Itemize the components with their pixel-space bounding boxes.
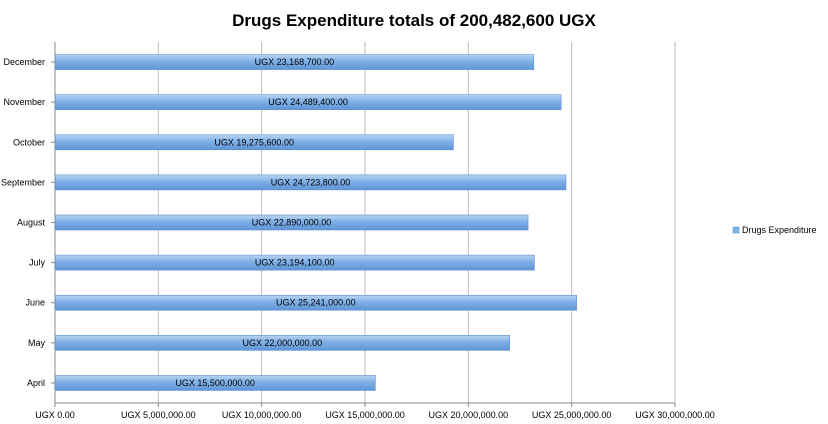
y-tick-label: December <box>3 57 45 67</box>
bar-data-label: UGX 22,890,000.00 <box>252 218 332 228</box>
x-tick-label: UGX 10,000,000.00 <box>222 410 302 420</box>
data-labels: UGX 15,500,000.00 UGX 22,000,000.00 UGX 25… <box>175 57 355 388</box>
x-tick-label: UGX 20,000,000.00 <box>429 410 509 420</box>
chart-title: Drugs Expenditure totals of 200,482,600 … <box>232 11 596 30</box>
bar-data-label: UGX 24,489,400.00 <box>268 97 348 107</box>
x-tick-label: UGX 25,000,000.00 <box>532 410 612 420</box>
legend: Drugs Expenditure <box>732 225 817 235</box>
y-tick-label: October <box>13 137 45 147</box>
legend-swatch <box>732 226 740 234</box>
x-tick-label: UGX 30,000,000.00 <box>635 410 715 420</box>
y-tick-label: November <box>3 97 45 107</box>
y-tick-label: September <box>1 177 45 187</box>
x-tick-label: UGX 0.00 <box>35 410 75 420</box>
y-tick-label: July <box>29 258 46 268</box>
x-tick-label: UGX 15,000,000.00 <box>325 410 405 420</box>
y-axis: April May June July August September October No… <box>1 42 56 403</box>
bar-data-label: UGX 24,723,800.00 <box>271 177 351 187</box>
bar-data-label: UGX 15,500,000.00 <box>175 378 255 388</box>
y-tick-label: April <box>27 378 45 388</box>
legend-label: Drugs Expenditure <box>742 225 817 235</box>
y-tick-label: May <box>28 338 46 348</box>
bar-data-label: UGX 23,194,100.00 <box>255 258 335 268</box>
y-tick-label: August <box>17 218 46 228</box>
bar-data-label: UGX 22,000,000.00 <box>243 338 323 348</box>
bar-data-label: UGX 25,241,000.00 <box>276 298 356 308</box>
y-tick-label: June <box>25 298 45 308</box>
bar-data-label: UGX 19,275,600.00 <box>214 137 294 147</box>
x-tick-label: UGX 5,000,000.00 <box>121 410 196 420</box>
x-axis: UGX 0.00 UGX 5,000,000.00 UGX 10,000,000.0… <box>35 402 715 420</box>
bar-data-label: UGX 23,168,700.00 <box>255 57 335 67</box>
